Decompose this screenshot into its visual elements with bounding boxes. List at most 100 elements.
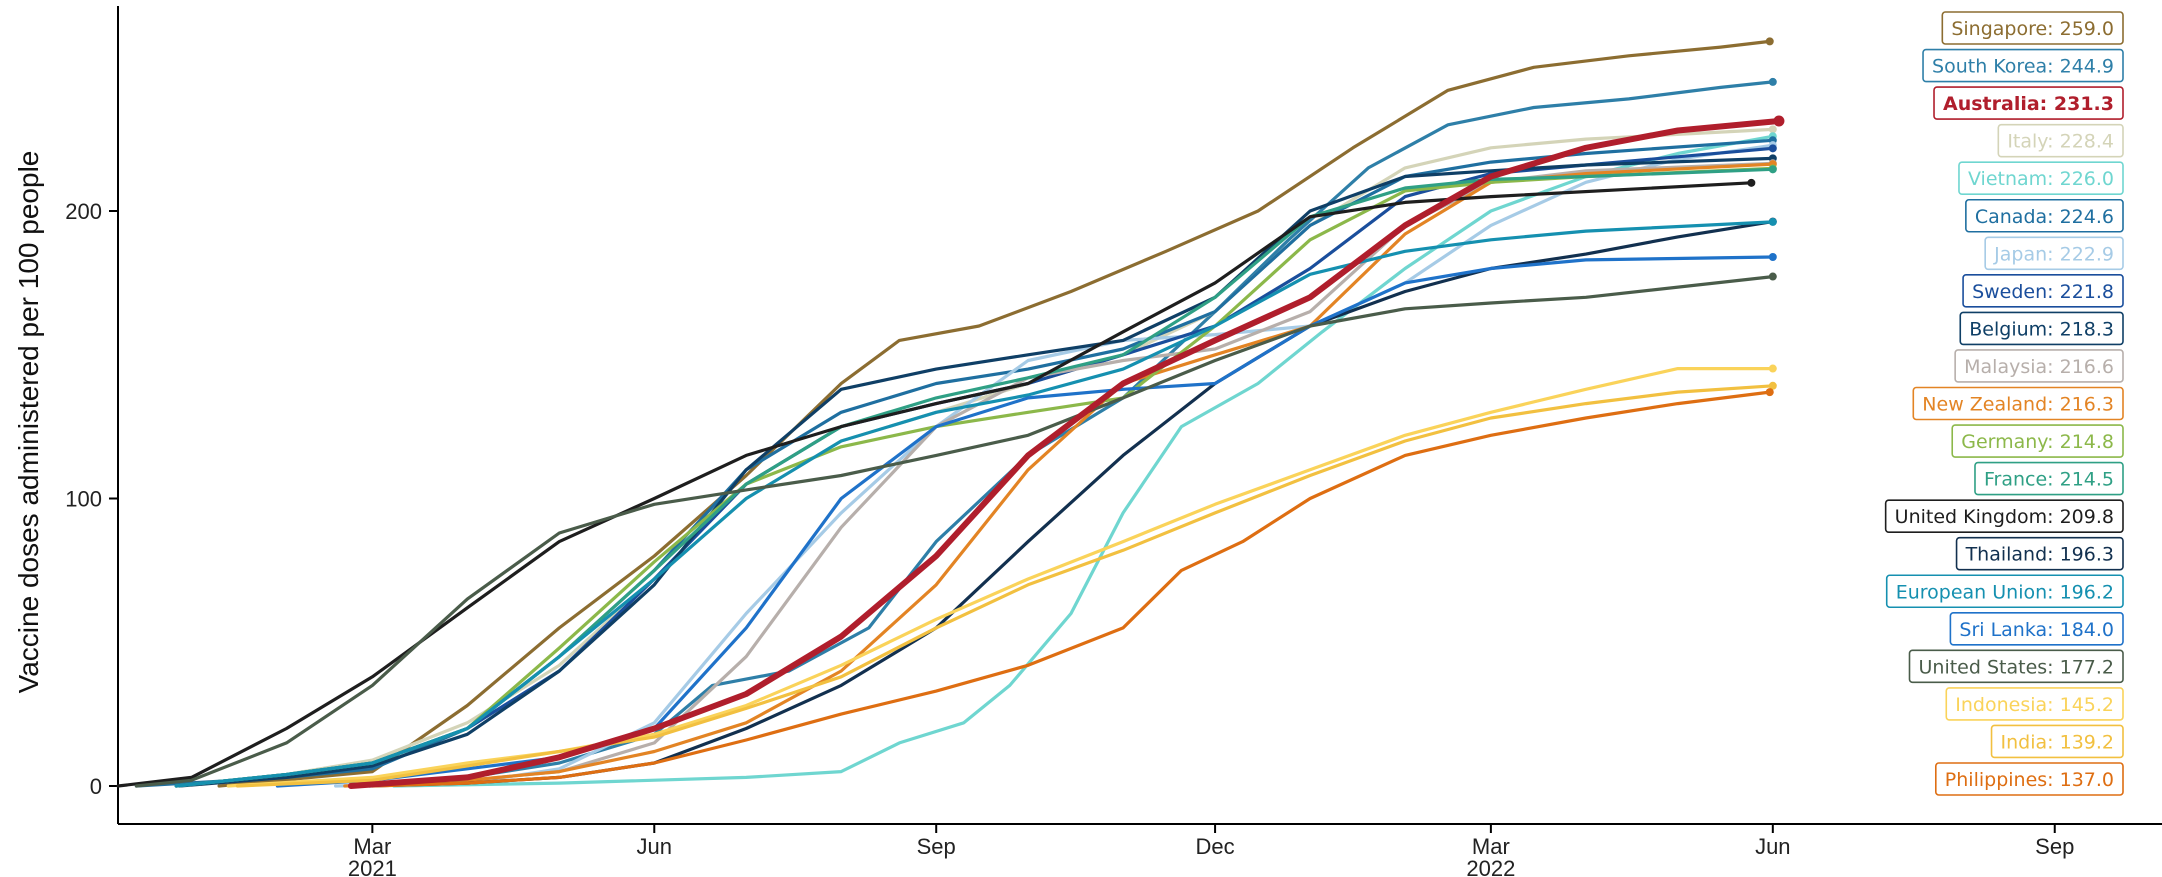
y-tick-label: 200 (65, 199, 102, 224)
end-point-indonesia (1768, 364, 1777, 373)
legend-item-sri-lanka: Sri Lanka: 184.0 (1949, 611, 2124, 646)
legend-box (1958, 161, 2124, 195)
legend-item-european-union: European Union: 196.2 (1885, 574, 2124, 609)
line-japan (334, 143, 1775, 788)
legend-label: Philippines: 137.0 (1945, 769, 2114, 791)
legend-item-philippines: Philippines: 137.0 (1934, 762, 2124, 796)
end-point-singapore (1765, 37, 1774, 46)
x-tick-year-label: 2022 (1466, 856, 1515, 877)
legend-label: United States: 177.2 (1919, 656, 2115, 678)
legend-item-malaysia: Malaysia: 216.6 (1954, 349, 2124, 383)
legend-label: Germany: 214.8 (1961, 431, 2114, 453)
legend-item-belgium: Belgium: 218.3 (1959, 311, 2124, 346)
line-sri-lanka (275, 255, 1775, 788)
end-point-australia (1773, 115, 1785, 127)
line-indonesia (226, 367, 1775, 788)
end-point-india (1768, 381, 1777, 390)
legend-box (1974, 461, 2124, 496)
x-tick-label: Jun (1755, 834, 1790, 859)
x-tick-label: Dec (1196, 834, 1235, 859)
legend-box (1951, 424, 2124, 458)
end-point-united-kingdom (1747, 178, 1756, 187)
legend-label: European Union: 196.2 (1896, 581, 2114, 603)
legend: Singapore: 259.0 South Korea: 244.9 Austra… (1884, 11, 2124, 796)
legend-item-france: France: 214.5 (1974, 461, 2124, 496)
legend-label: Indonesia: 145.2 (1955, 694, 2114, 716)
legend-box (1962, 274, 2124, 308)
axes: Vaccine doses administered per 100 peopl… (13, 6, 2162, 825)
legend-item-germany: Germany: 214.8 (1951, 424, 2124, 458)
legend-label: India: 139.2 (2001, 731, 2114, 753)
legend-item-sweden: Sweden: 221.8 (1962, 274, 2124, 308)
legend-item-japan: Japan: 222.9 (1984, 236, 2124, 271)
line-italy (174, 127, 1775, 788)
legend-box (1912, 386, 2124, 421)
legend-item-thailand: Thailand: 196.3 (1955, 536, 2124, 571)
legend-item-canada: Canada: 224.6 (1965, 198, 2124, 233)
legend-box (1990, 724, 2124, 759)
line-australia (347, 118, 1782, 789)
x-tick-label: Mar (1472, 834, 1510, 859)
end-point-sri-lanka (1768, 253, 1777, 261)
y-axis-label: Vaccine doses administered per 100 peopl… (13, 151, 44, 694)
end-point-european-union (1768, 217, 1777, 226)
y-tick-label: 100 (65, 487, 102, 512)
x-tick-label: Mar (353, 834, 391, 859)
legend-label: Japan: 222.9 (1993, 243, 2114, 265)
legend-label: Sweden: 221.8 (1972, 281, 2114, 303)
legend-item-south-korea: South Korea: 244.9 (1922, 48, 2124, 83)
legend-box (1959, 311, 2124, 346)
legend-label: Vietnam: 226.0 (1968, 168, 2114, 190)
end-point-south-korea (1768, 77, 1777, 86)
line-sweden (174, 146, 1775, 788)
legend-label: Italy: 228.4 (2007, 131, 2114, 153)
legend-item-india: India: 139.2 (1990, 724, 2124, 759)
legend-item-united-states: United States: 177.2 (1908, 649, 2124, 684)
legend-item-indonesia: Indonesia: 145.2 (1945, 687, 2124, 721)
line-singapore (217, 39, 1772, 788)
legend-item-vietnam: Vietnam: 226.0 (1958, 161, 2124, 195)
series-lines (116, 37, 1785, 789)
line-united-states (134, 275, 1775, 788)
legend-box (1984, 236, 2124, 271)
legend-box (1945, 687, 2124, 721)
legend-box (1949, 611, 2124, 646)
legend-label: Thailand: 196.3 (1965, 544, 2114, 566)
end-point-italy (1768, 125, 1777, 134)
legend-label: France: 214.5 (1984, 469, 2114, 491)
legend-item-australia: Australia: 231.3 (1933, 86, 2124, 120)
legend-box (1954, 349, 2124, 383)
legend-label: Canada: 224.6 (1975, 206, 2114, 228)
line-european-union (174, 220, 1775, 788)
line-canada (134, 138, 1775, 788)
legend-box (1965, 198, 2124, 233)
legend-label: Belgium: 218.3 (1969, 318, 2114, 340)
end-point-sweden (1768, 144, 1777, 153)
legend-item-singapore: Singapore: 259.0 (1941, 11, 2124, 45)
line-thailand (367, 220, 1775, 788)
legend-box (1884, 499, 2124, 533)
x-tick-label: Sep (2035, 834, 2074, 859)
legend-label: Australia: 231.3 (1943, 93, 2114, 115)
legend-item-united-kingdom: United Kingdom: 209.8 (1884, 499, 2124, 533)
legend-label: New Zealand: 216.3 (1922, 394, 2114, 416)
x-tick-label: Sep (917, 834, 956, 859)
x-tick-year-label: 2021 (348, 856, 397, 877)
end-point-france (1768, 165, 1777, 174)
y-tick-label: 0 (90, 774, 102, 799)
end-point-philippines (1765, 388, 1774, 397)
legend-box (1908, 649, 2124, 684)
legend-item-italy: Italy: 228.4 (1997, 123, 2124, 158)
legend-box (1941, 11, 2124, 45)
legend-label: Singapore: 259.0 (1951, 18, 2114, 40)
legend-label: South Korea: 244.9 (1932, 56, 2114, 78)
legend-box (1922, 48, 2124, 83)
line-philippines (370, 390, 1772, 788)
legend-item-new-zealand: New Zealand: 216.3 (1912, 386, 2124, 421)
line-vietnam (392, 134, 1775, 788)
legend-label: United Kingdom: 209.8 (1895, 506, 2114, 528)
line-united-kingdom (116, 181, 1753, 788)
y-ticks: 0 100 200 (65, 199, 118, 799)
